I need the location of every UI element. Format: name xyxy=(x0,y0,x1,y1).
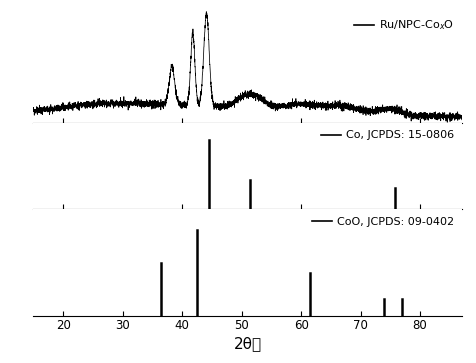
Legend: Ru/NPC-Co$_x$O: Ru/NPC-Co$_x$O xyxy=(352,16,456,35)
Legend: Co, JCPDS: 15-0806: Co, JCPDS: 15-0806 xyxy=(319,128,456,143)
Legend: CoO, JCPDS: 09-0402: CoO, JCPDS: 09-0402 xyxy=(310,215,456,229)
X-axis label: 2θ角: 2θ角 xyxy=(233,336,262,351)
